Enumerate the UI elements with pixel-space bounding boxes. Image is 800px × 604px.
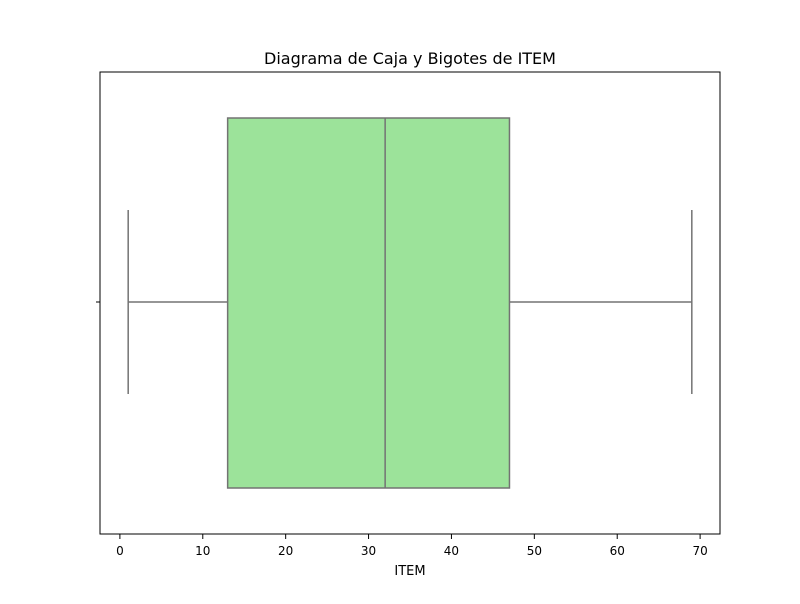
x-tick-label-4: 40 — [444, 544, 459, 558]
x-tick-label-2: 20 — [278, 544, 293, 558]
x-tick-label-5: 50 — [527, 544, 542, 558]
x-tick-label-7: 70 — [692, 544, 707, 558]
chart-title: Diagrama de Caja y Bigotes de ITEM — [264, 49, 556, 68]
x-tick-label-1: 10 — [195, 544, 210, 558]
x-tick-label-0: 0 — [116, 544, 124, 558]
interquartile-box — [226, 117, 511, 489]
plot-area: 0 10 20 30 40 50 60 70 — [96, 71, 721, 558]
x-tick-label-3: 30 — [361, 544, 376, 558]
x-tick-label-6: 60 — [610, 544, 625, 558]
box-series-0 — [127, 117, 693, 489]
x-axis-label: ITEM — [394, 564, 425, 579]
